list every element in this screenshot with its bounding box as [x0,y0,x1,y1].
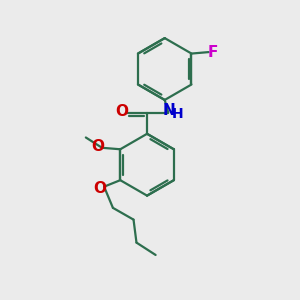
Text: O: O [91,139,104,154]
Text: N: N [163,103,175,118]
Text: O: O [116,104,128,119]
Text: F: F [207,45,218,60]
Text: H: H [171,107,183,121]
Text: O: O [93,181,106,196]
